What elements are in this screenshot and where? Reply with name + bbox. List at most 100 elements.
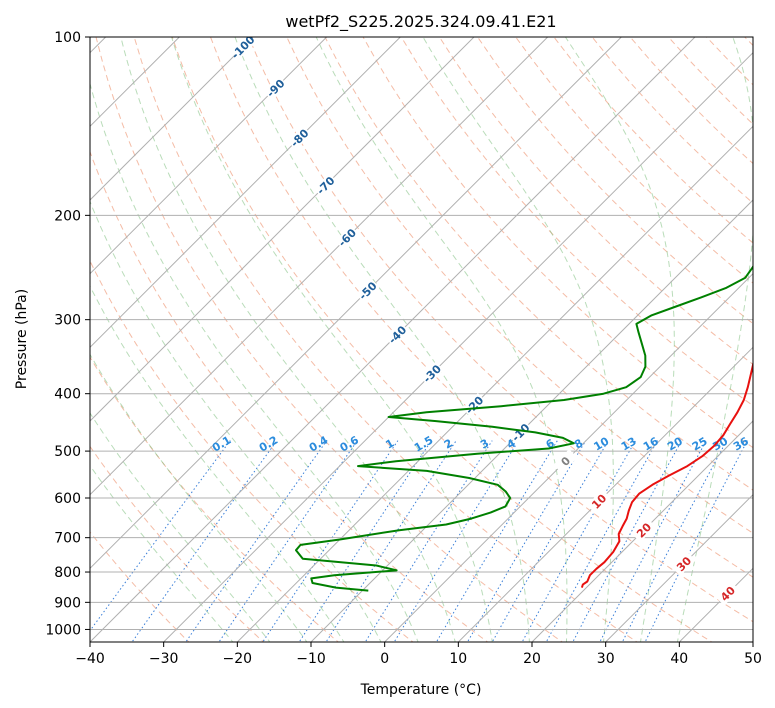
mixing-ratio-line xyxy=(364,440,493,642)
isotherm-label-bg xyxy=(335,225,360,250)
x-tick-label: 40 xyxy=(670,651,688,667)
isotherm-line xyxy=(605,493,753,642)
temperature-line xyxy=(580,360,753,588)
isotherm-label-group: -90 xyxy=(263,76,288,101)
mixing-ratio-label: 1 xyxy=(383,437,396,452)
mixing-ratio-line xyxy=(572,440,683,642)
x-axis-label: Temperature (°C) xyxy=(360,682,482,698)
warm-isotherm-label-bg xyxy=(586,489,611,514)
isotherm-line xyxy=(90,37,328,275)
mixing-ratio-line xyxy=(491,440,609,642)
y-tick-label: 700 xyxy=(54,531,81,547)
isotherm-line xyxy=(531,420,753,642)
isotherm-label-bg xyxy=(263,76,288,101)
dry-adiabat xyxy=(90,259,414,642)
moist-adiabat xyxy=(120,37,456,642)
moist-adiabat xyxy=(315,37,568,642)
moist-adiabat xyxy=(90,200,382,642)
x-tick-label: −10 xyxy=(296,651,326,667)
y-tick-label: 800 xyxy=(54,565,81,581)
mixing-ratio-line xyxy=(185,440,328,642)
dry-adiabat xyxy=(438,37,753,366)
y-tick-label: 100 xyxy=(54,30,81,46)
warm-isotherm-label-bg xyxy=(715,581,740,606)
x-tick-label: 0 xyxy=(380,651,389,667)
x-tick-label: 10 xyxy=(449,651,467,667)
dry-adiabat xyxy=(362,37,753,449)
x-axis: −40 −30 −20 −10 0 10 20 30 40 50 xyxy=(75,642,762,667)
dry-adiabat xyxy=(324,37,753,491)
mixing-ratio-line xyxy=(599,440,707,642)
plot-frame xyxy=(89,36,754,643)
y-tick-label: 600 xyxy=(54,491,81,507)
x-tick-label: −40 xyxy=(75,651,105,667)
mixing-ratio-line xyxy=(131,440,278,642)
line-labels: 0.1 0.2 0.4 0.6 1 1.5 2 3 4 6 8 10 13 16 20 25 30 36-100-… xyxy=(210,37,751,606)
x-tick-label: −20 xyxy=(223,651,253,667)
dry-adiabat xyxy=(248,37,753,578)
moist-adiabat xyxy=(171,37,493,642)
moist-adiabat xyxy=(90,81,419,642)
isotherm-label-bg xyxy=(230,37,255,60)
background-lines xyxy=(90,37,753,642)
zero-isotherm-label-bg xyxy=(553,449,578,474)
mixing-ratio-line xyxy=(521,440,637,642)
mixing-ratio-line xyxy=(545,440,659,642)
mixing-ratio-line xyxy=(298,440,432,642)
isotherm-label-bg xyxy=(287,125,312,150)
dry-adiabat xyxy=(90,150,489,642)
x-tick-label: −30 xyxy=(149,651,179,667)
isotherm-line xyxy=(752,641,753,642)
y-axis: 100 200 300 400 500 600 700 800 900 1000 xyxy=(45,30,90,638)
mixing-ratio-label: 3 xyxy=(478,437,491,452)
dry-adiabat xyxy=(90,445,265,642)
y-tick-label: 500 xyxy=(54,444,81,460)
mixing-ratio-line xyxy=(262,440,399,642)
isotherm-label: -80 xyxy=(288,126,311,149)
isotherm-label-bg xyxy=(355,278,380,303)
mixing-ratio-line xyxy=(90,440,231,632)
isotherm-label-bg xyxy=(462,392,487,418)
moist-adiabat xyxy=(90,412,271,642)
isotherm-line xyxy=(236,125,753,642)
x-tick-label: 50 xyxy=(744,651,762,667)
isotherm-label-bg xyxy=(508,420,533,445)
mixing-ratio-label: 2 xyxy=(442,437,455,452)
isotherm-line xyxy=(163,51,753,642)
isotherm-line xyxy=(90,37,401,349)
warm-isotherm-label-bg xyxy=(631,518,656,543)
grid-lines xyxy=(90,37,753,642)
isotherm-line xyxy=(384,272,753,642)
isotherm-line xyxy=(90,37,475,422)
dry-adiabat xyxy=(133,37,638,642)
y-axis-label: Pressure (hPa) xyxy=(14,289,30,389)
y-tick-label: 900 xyxy=(54,595,81,611)
dry-adiabat xyxy=(477,37,753,325)
dry-adiabat xyxy=(744,37,753,47)
isotherm-line xyxy=(310,199,753,642)
mixing-ratio-line xyxy=(435,440,558,642)
isotherm-label-bg xyxy=(419,361,445,386)
warm-isotherm-label-group: 30 xyxy=(671,551,696,576)
isotherm-line xyxy=(90,37,549,496)
moist-adiabat xyxy=(90,464,234,642)
isotherm-line xyxy=(90,37,254,201)
isotherm-line xyxy=(457,346,753,642)
dewpoint-line xyxy=(295,264,753,592)
dry-adiabat xyxy=(591,37,753,204)
moist-adiabat xyxy=(90,353,308,642)
y-tick-label: 300 xyxy=(54,313,81,329)
zero-isotherm-label-group: 0 xyxy=(553,449,578,474)
dry-adiabat xyxy=(286,37,753,534)
x-tick-label: 20 xyxy=(523,651,541,667)
dry-adiabat xyxy=(553,37,753,244)
dry-adiabat xyxy=(400,37,753,407)
dry-adiabat xyxy=(210,37,753,623)
x-tick-label: 30 xyxy=(597,651,615,667)
warm-isotherm-label-bg xyxy=(671,551,696,576)
isotherm-label-bg xyxy=(385,322,410,347)
isotherm-label-group: -80 xyxy=(287,125,312,150)
y-tick-label: 400 xyxy=(54,387,81,403)
y-tick-label: 200 xyxy=(54,208,81,224)
